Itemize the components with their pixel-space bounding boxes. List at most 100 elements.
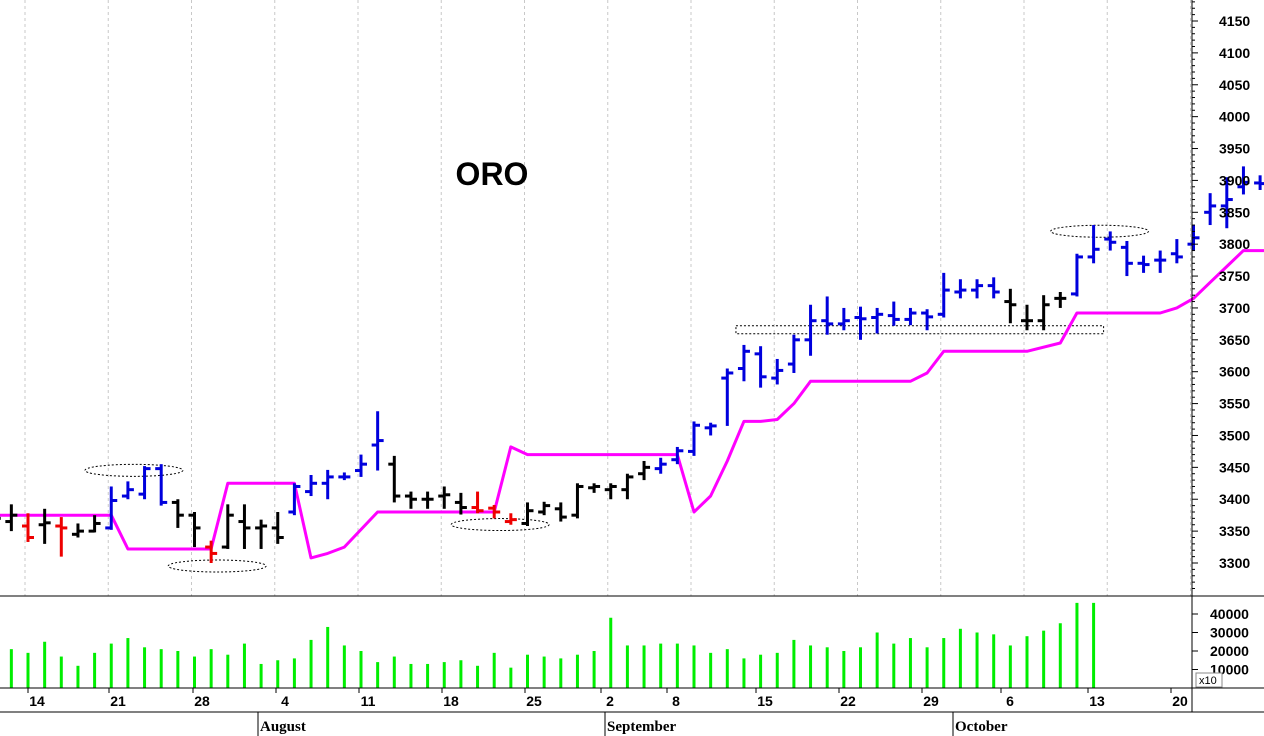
ohlc-bar xyxy=(671,446,684,465)
ohlc-bar xyxy=(1254,175,1264,190)
ohlc-bar xyxy=(371,411,384,471)
ohlc-bar xyxy=(404,491,417,509)
ohlc-bar xyxy=(554,502,567,522)
ohlc-bar xyxy=(305,475,318,497)
ohlc-bar xyxy=(5,504,18,532)
ohlc-bar xyxy=(1087,225,1100,264)
date-tick-label: 14 xyxy=(29,693,45,709)
ohlc-bar xyxy=(771,358,784,385)
volume-multiplier-label: x10 xyxy=(1199,675,1217,687)
ohlc-bar xyxy=(1237,166,1250,195)
annotation-ellipse xyxy=(167,559,267,573)
annotation-ellipse xyxy=(450,518,550,532)
price-tick-label: 4000 xyxy=(1219,109,1250,125)
ohlc-bar xyxy=(871,307,884,334)
ohlc-bar xyxy=(271,511,284,544)
ohlc-bar xyxy=(821,296,834,335)
volume-tick-label: 20000 xyxy=(1210,643,1249,659)
price-tick-label: 3300 xyxy=(1219,555,1250,571)
ohlc-bar xyxy=(71,523,84,538)
month-label: September xyxy=(607,719,676,735)
ohlc-bar xyxy=(288,483,301,516)
ohlc-bar xyxy=(321,469,334,500)
ohlc-bar xyxy=(704,422,717,436)
ohlc-bar xyxy=(1137,255,1150,273)
ohlc-bar xyxy=(638,460,651,481)
ohlc-bar xyxy=(138,466,151,500)
ohlc-bar xyxy=(205,540,218,563)
ohlc-bar xyxy=(504,513,517,525)
date-tick-label: 4 xyxy=(281,693,289,709)
ohlc-bar xyxy=(22,513,34,542)
ohlc-bar xyxy=(1004,288,1017,324)
ohlc-bar xyxy=(338,472,351,481)
ohlc-bar xyxy=(604,483,617,500)
ohlc-bar xyxy=(1021,304,1033,331)
ohlc-bar xyxy=(937,272,950,318)
date-tick-label: 15 xyxy=(757,693,773,709)
price-tick-label: 3400 xyxy=(1219,491,1250,507)
date-tick-label: 22 xyxy=(840,693,856,709)
date-tick-label: 29 xyxy=(923,693,939,709)
stop-line xyxy=(0,249,1264,560)
price-tick-label: 3350 xyxy=(1219,523,1250,539)
ohlc-bar xyxy=(421,491,434,509)
ohlc-bar xyxy=(221,504,234,549)
date-tick-label: 2 xyxy=(606,693,614,709)
ohlc-bar xyxy=(1070,253,1083,297)
price-tick-label: 3450 xyxy=(1219,459,1250,475)
price-tick-label: 3650 xyxy=(1219,332,1250,348)
annotation-shapes xyxy=(84,224,1150,573)
ohlc-bar xyxy=(854,306,867,340)
ohlc-bar xyxy=(1154,250,1167,273)
date-tick-label: 28 xyxy=(194,693,210,709)
ohlc-bar xyxy=(754,346,767,388)
ohlc-bar xyxy=(88,515,101,533)
ohlc-bar xyxy=(55,517,68,557)
price-bars xyxy=(0,166,1264,563)
volume-tick-label: 30000 xyxy=(1210,625,1249,641)
ohlc-bar xyxy=(188,511,201,548)
ohlc-bar xyxy=(105,486,118,530)
price-tick-label: 3950 xyxy=(1219,141,1250,157)
price-tick-label: 3600 xyxy=(1219,364,1250,380)
ohlc-bar xyxy=(621,473,634,500)
ohlc-bar xyxy=(954,279,967,299)
ohlc-bar xyxy=(971,279,984,299)
date-tick-label: 8 xyxy=(672,693,680,709)
volume-multiplier-box xyxy=(1195,672,1223,688)
ohlc-bar xyxy=(721,368,734,426)
price-tick-label: 3550 xyxy=(1219,396,1250,412)
ohlc-bar xyxy=(987,277,1000,299)
date-tick-label: 13 xyxy=(1089,693,1105,709)
date-tick-label: 6 xyxy=(1006,693,1014,709)
ohlc-bar xyxy=(1170,239,1183,264)
ohlc-bar xyxy=(588,483,601,493)
ohlc-bar xyxy=(438,486,451,509)
annotation-box xyxy=(735,325,1105,335)
ohlc-bar xyxy=(388,455,401,503)
ohlc-bar xyxy=(804,304,817,356)
date-tick-label: 21 xyxy=(110,693,126,709)
date-tick-label: 25 xyxy=(526,693,542,709)
ohlc-bar xyxy=(255,519,268,549)
ohlc-bar xyxy=(887,301,900,326)
chart-title: ORO xyxy=(456,156,529,192)
price-tick-label: 3750 xyxy=(1219,268,1250,284)
ohlc-bar xyxy=(1220,177,1233,229)
ohlc-bar xyxy=(355,454,367,477)
volume-bars xyxy=(9,602,1096,688)
annotation-ellipse xyxy=(1050,224,1150,238)
ohlc-bar xyxy=(238,504,251,549)
ohlc-bar xyxy=(921,309,934,331)
month-label: October xyxy=(955,719,1008,735)
price-tick-label: 3700 xyxy=(1219,300,1250,316)
ohlc-bar xyxy=(904,307,917,326)
ohlc-bar xyxy=(1037,295,1050,331)
stop-line-layer xyxy=(0,249,1264,560)
ohlc-bar xyxy=(1204,193,1217,226)
ohlc-bar xyxy=(454,492,467,515)
